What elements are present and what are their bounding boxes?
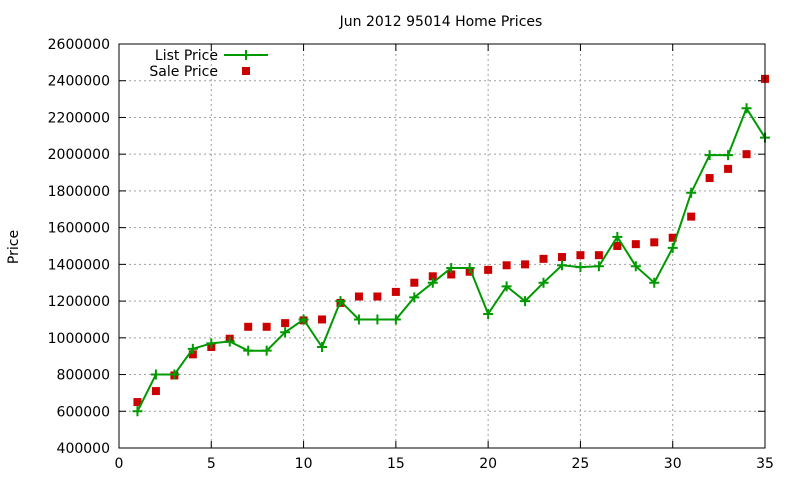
sale-price-point: [133, 398, 142, 407]
list-price-point: [483, 308, 494, 319]
sale-price-point: [484, 265, 493, 274]
list-price-point: [206, 338, 217, 349]
sale-price-point: [594, 251, 603, 260]
sale-price-point: [521, 260, 530, 269]
list-price-point: [630, 261, 641, 272]
list-price-point: [593, 261, 604, 272]
y-tick-label: 400000: [57, 441, 110, 457]
y-tick-label: 1000000: [48, 331, 110, 347]
sale-price-point: [151, 387, 160, 396]
legend-marker-sale-price: [242, 67, 250, 75]
list-price-point: [150, 369, 161, 380]
y-tick-label: 2400000: [48, 74, 110, 90]
sale-price-point: [428, 272, 437, 281]
list-price-point: [317, 342, 328, 352]
list-price-point: [520, 296, 531, 307]
x-tick-label: 0: [115, 456, 124, 472]
sale-price-point: [650, 238, 659, 247]
sale-price-point: [354, 292, 363, 301]
x-tick-label: 15: [387, 456, 405, 472]
sale-price-point: [724, 164, 733, 173]
sale-price-point: [631, 240, 640, 249]
sale-price-point: [318, 315, 327, 324]
y-tick-label: 2200000: [48, 110, 110, 126]
list-price-point: [169, 369, 180, 380]
y-tick-label: 1200000: [48, 294, 110, 310]
list-price-point: [390, 314, 401, 325]
list-price-point: [723, 150, 734, 161]
sale-price-point: [557, 253, 566, 262]
sale-price-point: [281, 319, 290, 328]
x-tick-label: 10: [295, 456, 313, 472]
legend-marker-list-price: [241, 50, 251, 60]
sale-price-point: [705, 174, 714, 183]
list-price-point: [612, 231, 623, 242]
tick-labels: 400000 600000 800000 1000000 1200000 1400000 1…: [48, 37, 774, 472]
axis-ticks: [118, 43, 766, 449]
list-price-point: [427, 277, 438, 288]
list-price-point: [501, 281, 512, 292]
list-price-point: [132, 406, 143, 417]
sale-price-point: [668, 233, 677, 242]
list-price-point: [353, 314, 364, 325]
sale-price-point: [447, 270, 456, 279]
list-price-point: [280, 327, 291, 338]
y-tick-label: 2000000: [48, 147, 110, 163]
sale-price-point: [576, 251, 585, 260]
list-price-point: [575, 262, 586, 273]
sale-price-point: [188, 350, 197, 359]
x-tick-label: 35: [756, 456, 774, 472]
list-price-point: [556, 260, 567, 271]
data-series: [132, 74, 770, 417]
list-price-point: [224, 336, 235, 347]
list-price-point: [372, 314, 383, 325]
x-tick-label: 20: [479, 456, 497, 472]
list-price-point: [243, 345, 254, 356]
y-tick-label: 1400000: [48, 257, 110, 273]
list-price-point: [704, 150, 715, 161]
list-price-point: [335, 296, 346, 307]
x-tick-label: 5: [207, 456, 216, 472]
list-price-point: [261, 345, 272, 356]
list-price-point: [187, 343, 198, 354]
sale-price-point: [391, 287, 400, 296]
list-price-point: [741, 103, 752, 114]
list-price-point: [298, 314, 309, 325]
list-price-point: [409, 292, 420, 303]
list-price-point: [649, 277, 660, 288]
sale-price-point: [373, 292, 382, 301]
sale-price-point: [742, 150, 751, 159]
sale-price-point: [687, 212, 696, 221]
sale-price-point: [244, 322, 253, 331]
list-price-point: [446, 263, 457, 274]
x-tick-label: 25: [572, 456, 590, 472]
y-tick-label: 2600000: [48, 37, 110, 53]
chart-title: Jun 2012 95014 Home Prices: [339, 14, 543, 30]
list-price-point: [538, 277, 549, 288]
sale-price-point: [502, 261, 511, 270]
list-price-point: [464, 263, 475, 274]
sale-price-point: [262, 322, 271, 331]
legend: List Price Sale Price: [149, 48, 268, 80]
y-tick-label: 800000: [57, 368, 110, 384]
sale-price-point: [613, 242, 622, 250]
y-tick-label: 600000: [57, 404, 110, 420]
legend-label-list-price: List Price: [155, 48, 218, 64]
plot-frame: [118, 43, 766, 449]
sale-price-point: [410, 278, 419, 287]
y-tick-label: 1800000: [48, 184, 110, 200]
legend-label-sale-price: Sale Price: [149, 64, 218, 80]
sale-price-point: [539, 254, 548, 263]
list-price-point: [667, 242, 678, 253]
list-price-point: [686, 187, 697, 198]
y-tick-label: 1600000: [48, 221, 110, 237]
grid-lines: [119, 44, 765, 448]
y-axis-label: Price: [6, 230, 22, 264]
x-tick-label: 30: [664, 456, 682, 472]
